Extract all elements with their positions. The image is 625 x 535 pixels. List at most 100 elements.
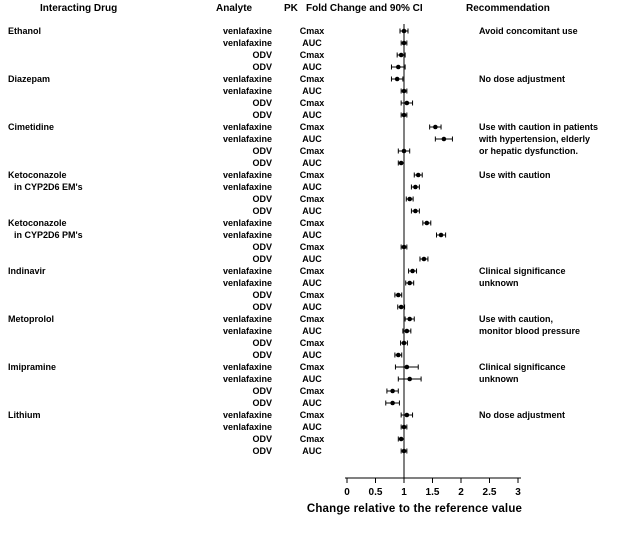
drug-label: Diazepam	[8, 74, 51, 84]
point-estimate	[404, 328, 410, 334]
point-estimate	[407, 376, 413, 382]
pk-parameter-label: Cmax	[299, 410, 325, 420]
point-estimate	[401, 112, 407, 118]
analyte-label: ODV	[252, 110, 272, 120]
analyte-label: ODV	[252, 254, 272, 264]
analyte-label: venlafaxine	[222, 374, 272, 384]
x-tick-label: 0.5	[369, 487, 383, 498]
point-estimate	[407, 280, 413, 286]
analyte-label: ODV	[252, 434, 272, 444]
point-estimate	[438, 232, 444, 238]
pk-parameter-label: Cmax	[299, 26, 325, 36]
point-estimate	[398, 52, 404, 58]
analyte-label: venlafaxine	[222, 122, 272, 132]
pk-parameter-label: Cmax	[299, 338, 325, 348]
pk-parameter-label: Cmax	[299, 218, 325, 228]
recommendation-text: unknown	[479, 374, 519, 384]
point-estimate	[401, 244, 407, 250]
analyte-label: venlafaxine	[222, 182, 272, 192]
drug-label: Imipramine	[8, 362, 57, 372]
analyte-label: venlafaxine	[222, 218, 272, 228]
pk-parameter-label: AUC	[302, 422, 322, 432]
point-estimate	[407, 316, 413, 322]
analyte-label: ODV	[252, 158, 272, 168]
x-tick-label: 1	[401, 487, 407, 498]
pk-parameter-label: AUC	[302, 134, 322, 144]
column-header-interacting-drug: Interacting Drug	[40, 3, 118, 14]
point-estimate	[421, 256, 427, 262]
analyte-label: ODV	[252, 290, 272, 300]
pk-parameter-label: Cmax	[299, 266, 325, 276]
point-estimate	[415, 172, 421, 178]
analyte-label: venlafaxine	[222, 74, 272, 84]
column-header-fold-change: Fold Change and 90% CI	[306, 3, 423, 14]
pk-parameter-label: Cmax	[299, 386, 325, 396]
pk-parameter-label: AUC	[302, 254, 322, 264]
point-estimate	[396, 64, 401, 70]
drug-label: Metoprolol	[8, 314, 54, 324]
drug-label: Cimetidine	[8, 122, 55, 132]
analyte-label: ODV	[252, 446, 272, 456]
point-estimate	[396, 352, 401, 358]
x-axis-title: Change relative to the reference value	[306, 503, 523, 515]
point-estimate	[404, 100, 410, 106]
point-estimate	[394, 76, 400, 82]
pk-parameter-label: AUC	[302, 350, 322, 360]
drug-label: Indinavir	[8, 266, 46, 276]
pk-parameter-label: Cmax	[299, 362, 325, 372]
pk-parameter-label: AUC	[302, 374, 322, 384]
recommendation-text: or hepatic dysfunction.	[479, 146, 579, 156]
analyte-label: venlafaxine	[222, 230, 272, 240]
pk-parameter-label: AUC	[302, 110, 322, 120]
pk-parameter-label: AUC	[302, 278, 322, 288]
point-estimate	[398, 304, 404, 310]
drug-label: Ketoconazole	[8, 218, 67, 228]
pk-parameter-label: Cmax	[299, 194, 325, 204]
column-header-analyte: Analyte	[216, 3, 253, 14]
analyte-label: ODV	[252, 206, 272, 216]
recommendation-text: No dose adjustment	[479, 74, 566, 84]
analyte-label: venlafaxine	[222, 266, 272, 276]
recommendation-text: Use with caution in patients	[479, 122, 599, 132]
point-estimate	[390, 388, 395, 394]
analyte-label: ODV	[252, 194, 272, 204]
pk-parameter-label: Cmax	[299, 98, 325, 108]
analyte-label: venlafaxine	[222, 134, 272, 144]
pk-parameter-label: AUC	[302, 230, 322, 240]
point-estimate	[401, 28, 407, 34]
pk-parameter-label: Cmax	[299, 170, 325, 180]
point-estimate	[401, 424, 407, 430]
analyte-label: venlafaxine	[222, 362, 272, 372]
point-estimate	[407, 196, 413, 202]
pk-parameter-label: Cmax	[299, 434, 325, 444]
pk-parameter-label: Cmax	[299, 314, 325, 324]
pk-parameter-label: AUC	[302, 38, 322, 48]
x-tick-label: 0	[344, 487, 350, 498]
point-estimate	[433, 124, 438, 130]
analyte-label: venlafaxine	[222, 314, 272, 324]
recommendation-text: with hypertension, elderly	[479, 134, 591, 144]
analyte-label: ODV	[252, 302, 272, 312]
drug-label: Lithium	[8, 410, 41, 420]
analyte-label: ODV	[252, 146, 272, 156]
pk-parameter-label: Cmax	[299, 50, 325, 60]
column-header-pk: PK	[284, 3, 298, 14]
analyte-label: ODV	[252, 398, 272, 408]
point-estimate	[401, 40, 407, 46]
analyte-label: venlafaxine	[222, 26, 272, 36]
recommendation-text: Clinical significance	[479, 266, 566, 276]
drug-label: in CYP2D6 PM's	[14, 230, 83, 240]
point-estimate	[401, 340, 407, 346]
x-tick-label: 2	[458, 487, 464, 498]
pk-parameter-label: AUC	[302, 62, 322, 72]
pk-parameter-label: AUC	[302, 158, 322, 168]
point-estimate	[413, 184, 418, 190]
point-estimate	[401, 88, 407, 94]
pk-parameter-label: AUC	[302, 302, 322, 312]
recommendation-text: Use with caution	[479, 170, 551, 180]
pk-parameter-label: Cmax	[299, 122, 325, 132]
column-header-recommendation: Recommendation	[466, 3, 550, 14]
pk-parameter-label: Cmax	[299, 74, 325, 84]
